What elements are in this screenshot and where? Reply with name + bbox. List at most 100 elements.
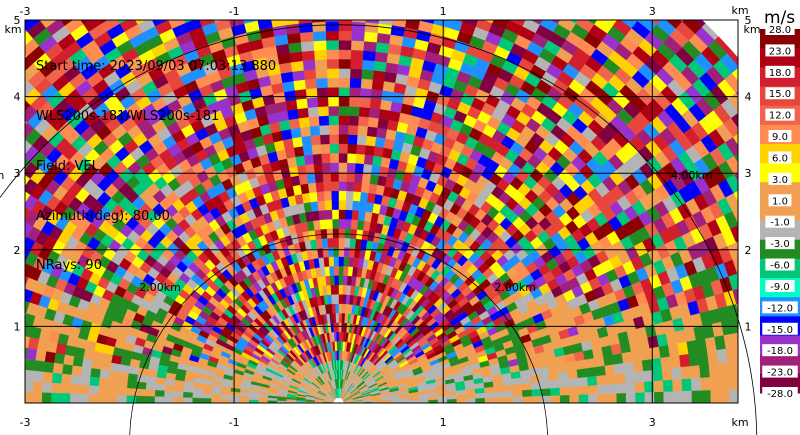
velocity-gate [577,376,589,387]
velocity-gate [317,96,329,107]
velocity-gate [0,104,13,122]
velocity-gate [502,384,513,392]
velocity-gate [540,380,551,390]
velocity-gate [739,107,757,127]
velocity-gate [603,354,615,366]
velocity-gate [615,382,627,394]
velocity-gate [539,373,550,382]
velocity-gate [318,115,330,126]
velocity-gate [351,30,365,42]
velocity-gate [596,0,615,1]
velocity-gate [355,153,365,165]
velocity-gate [341,294,347,305]
velocity-gate [654,391,664,403]
velocity-gate [302,59,316,71]
velocity-gate [338,284,343,295]
velocity-gate [299,126,311,138]
velocity-gate [0,121,10,139]
velocity-gate [550,387,561,396]
velocity-gate [0,3,9,22]
velocity-gate [746,268,759,285]
velocity-gate [732,288,738,305]
velocity-gate [127,373,138,382]
velocity-gate [229,399,240,403]
velocity-gate [356,219,365,231]
velocity-gate [382,80,396,93]
velocity-gate [87,0,106,8]
velocity-gate [353,172,363,183]
velocity-gate [328,124,339,135]
velocity-gate [350,40,365,51]
velocity-gate [379,99,393,111]
velocity-gate [370,164,381,176]
velocity-gate [338,303,343,314]
velocity-gate [2,320,14,334]
velocity-gate [621,351,633,364]
velocity-gate [11,259,24,274]
velocity-gate [338,359,341,370]
velocity-gate [239,395,250,401]
velocity-gate [63,354,75,366]
velocity-gate [734,172,738,182]
velocity-gate [512,390,523,398]
velocity-gate [733,153,738,163]
velocity-gate [310,134,321,146]
velocity-gate [342,275,348,286]
velocity-gate [610,0,629,11]
velocity-gate [72,356,84,368]
velocity-gate [91,359,103,370]
velocity-gate [25,347,28,360]
velocity-gate [32,370,44,383]
velocity-gate [297,4,312,15]
velocity-gate [567,0,586,16]
velocity-gate [2,43,21,61]
velocity-gate [709,376,721,391]
velocity-gate [142,0,160,9]
velocity-gate [576,368,588,379]
velocity-gate [313,40,327,51]
velocity-gate [508,20,510,21]
velocity-gate [32,381,43,393]
velocity-gate [708,362,720,378]
velocity-gate [107,378,119,388]
velocity-gate [366,126,378,138]
velocity-gate [741,126,758,145]
velocity-gate [323,190,332,201]
velocity-gate [41,382,52,394]
velocity-gate [304,78,317,90]
velocity-gate [454,0,471,4]
velocity-gate [351,21,366,32]
velocity-gate [51,382,62,394]
velocity-gate [328,265,335,276]
velocity-gate [373,60,387,72]
velocity-gate [6,356,17,369]
velocity-gate [327,87,339,98]
velocity-gate [326,58,339,69]
velocity-gate [349,77,362,89]
velocity-gate [52,362,64,375]
velocity-gate [0,224,10,240]
velocity-gate [680,365,692,380]
velocity-gate [347,266,354,277]
velocity-gate [344,209,353,220]
velocity-gate [88,385,99,395]
velocity-gate [326,68,339,79]
velocity-gate [375,42,390,54]
velocity-gate [313,49,327,61]
velocity-gate [393,6,408,17]
velocity-gate [367,0,382,5]
velocity-gate [312,30,327,42]
velocity-gate [338,247,345,257]
velocity-gate [145,389,156,397]
velocity-gate [357,125,368,136]
velocity-gate [484,391,495,399]
velocity-gate [301,135,312,147]
velocity-gate [309,125,321,136]
velocity-gate [138,0,156,1]
velocity-gate [290,127,302,139]
velocity-gate [353,0,368,4]
velocity-gate [675,0,692,15]
velocity-gate [630,349,643,362]
velocity-gate [374,51,388,63]
velocity-gate [314,59,328,70]
